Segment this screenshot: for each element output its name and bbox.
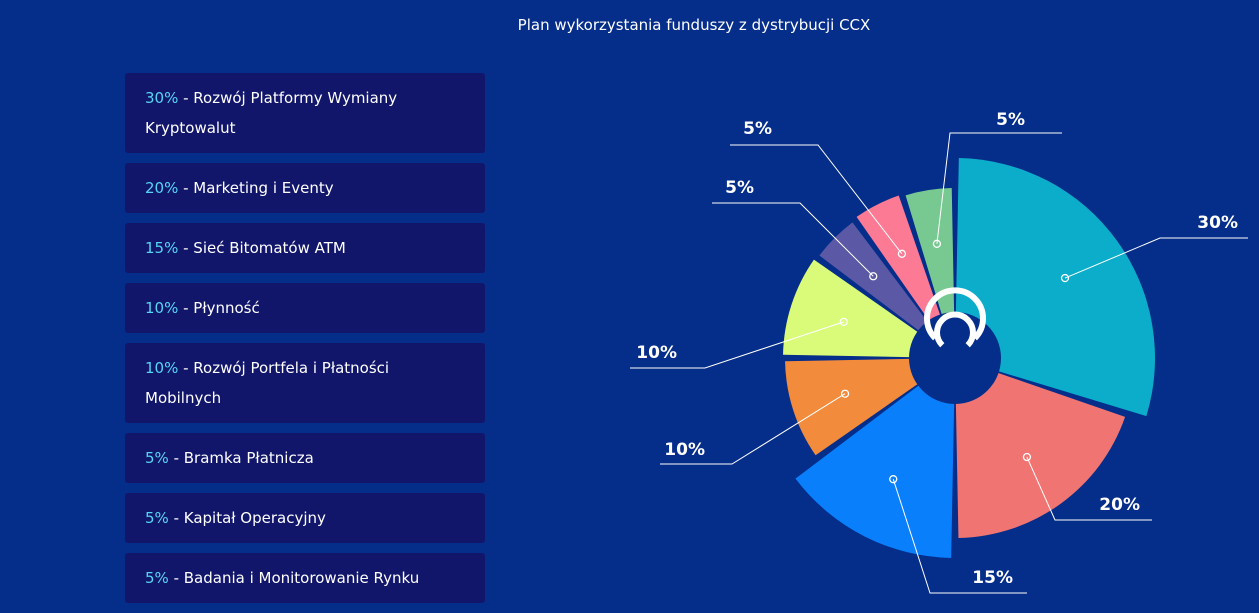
legend-item-percent: 15% xyxy=(145,239,179,257)
slice-label: 20% xyxy=(1099,495,1140,515)
leader-line xyxy=(892,479,1027,594)
leader-lines: 30% 20% 15% 10% 10% 5% 5% 5% xyxy=(630,110,1248,594)
slice-label: 5% xyxy=(725,178,754,198)
leader-line xyxy=(1064,237,1248,279)
legend-item-percent: 10% xyxy=(145,299,179,317)
legend-item-label: - Badania i Monitorowanie Rynku xyxy=(168,569,420,587)
legend-item-label: - Płynność xyxy=(178,299,260,317)
legend-item-label: - Rozwój Portfela i Płatności Mobilnych xyxy=(145,359,390,407)
legend-item-percent: 5% xyxy=(145,449,169,467)
legend-item-label: - Marketing i Eventy xyxy=(178,179,334,197)
slice-label: 30% xyxy=(1197,213,1238,233)
leader-line xyxy=(660,393,846,465)
pie-slice xyxy=(856,195,955,358)
page-title: Plan wykorzystania funduszy z dystrybucj… xyxy=(517,16,871,34)
slice-label: 5% xyxy=(996,110,1025,130)
legend-item-label: - Bramka Płatnicza xyxy=(168,449,314,467)
legend-item-percent: 5% xyxy=(145,569,169,587)
legend-item: 10% - Rozwój Portfela i Płatności Mobiln… xyxy=(125,343,485,423)
pie-slice xyxy=(783,259,955,358)
pie-slices xyxy=(783,158,1155,558)
legend-item-label: - Sieć Bitomatów ATM xyxy=(178,239,346,257)
leader-dot xyxy=(897,249,907,258)
legend-item: 5% - Kapitał Operacyjny xyxy=(125,493,485,543)
pie-slice xyxy=(795,358,955,558)
legend-item-percent: 30% xyxy=(145,89,179,107)
legend-item-label: - Kapitał Operacyjny xyxy=(168,509,326,527)
leader-dot xyxy=(869,272,878,281)
leader-line xyxy=(936,132,1062,244)
legend-item: 15% - Sieć Bitomatów ATM xyxy=(125,223,485,273)
leader-dot xyxy=(1060,273,1070,283)
leader-dot xyxy=(1022,452,1032,462)
leader-dot xyxy=(839,317,848,327)
slice-label: 5% xyxy=(743,119,772,139)
slice-label: 10% xyxy=(664,440,705,460)
legend-item-label: - Rozwój Platformy Wymiany Kryptowalut xyxy=(145,89,398,137)
legend-item: 10% - Płynność xyxy=(125,283,485,333)
legend-item: 30% - Rozwój Platformy Wymiany Kryptowal… xyxy=(125,73,485,153)
logo-ring xyxy=(934,311,976,348)
leader-line xyxy=(630,321,844,369)
slice-label: 15% xyxy=(972,568,1013,588)
legend-item: 5% - Badania i Monitorowanie Rynku xyxy=(125,553,485,603)
leader-dot xyxy=(840,389,850,398)
logo-background xyxy=(909,312,1001,404)
logo-ring xyxy=(924,287,986,341)
ccx-logo xyxy=(909,287,1001,404)
pie-slice xyxy=(955,358,1126,538)
legend-item: 5% - Bramka Płatnicza xyxy=(125,433,485,483)
leader-line xyxy=(1026,456,1152,521)
legend-item: 20% - Marketing i Eventy xyxy=(125,163,485,213)
legend-item-percent: 10% xyxy=(145,359,179,377)
pie-chart: 30% 20% 15% 10% 10% 5% 5% 5% xyxy=(630,110,1248,594)
leader-dot xyxy=(932,239,942,248)
legend-item-percent: 20% xyxy=(145,179,179,197)
pie-slice xyxy=(785,358,955,456)
legend-list: 30% - Rozwój Platformy Wymiany Kryptowal… xyxy=(125,73,485,613)
pie-slice xyxy=(955,158,1155,417)
leader-dot xyxy=(889,475,898,484)
legend-item-percent: 5% xyxy=(145,509,169,527)
leader-line xyxy=(730,144,903,255)
slice-label: 10% xyxy=(636,343,677,363)
leader-line xyxy=(712,202,874,277)
